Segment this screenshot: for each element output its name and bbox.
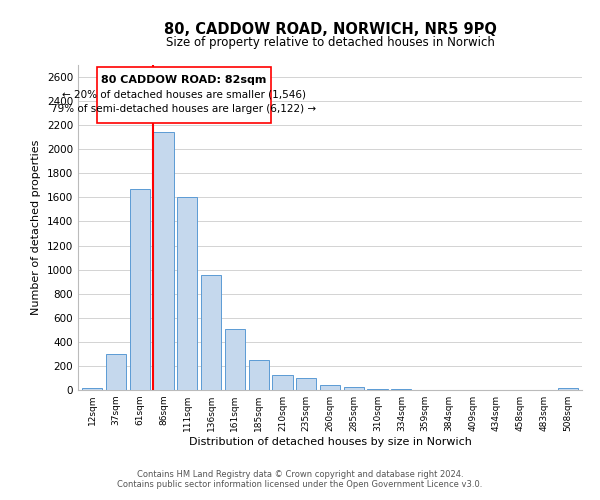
- Bar: [177, 197, 197, 390]
- Text: Size of property relative to detached houses in Norwich: Size of property relative to detached ho…: [166, 36, 494, 49]
- Bar: [557, 388, 578, 390]
- Bar: [296, 378, 316, 390]
- Bar: [248, 360, 269, 390]
- Bar: [344, 386, 364, 390]
- Text: 79% of semi-detached houses are larger (6,122) →: 79% of semi-detached houses are larger (…: [51, 104, 316, 114]
- X-axis label: Distribution of detached houses by size in Norwich: Distribution of detached houses by size …: [188, 437, 472, 447]
- Bar: [82, 388, 103, 390]
- Bar: [201, 275, 221, 390]
- Text: 80, CADDOW ROAD, NORWICH, NR5 9PQ: 80, CADDOW ROAD, NORWICH, NR5 9PQ: [164, 22, 496, 38]
- Bar: [130, 189, 150, 390]
- Text: ← 20% of detached houses are smaller (1,546): ← 20% of detached houses are smaller (1,…: [62, 90, 306, 100]
- FancyBboxPatch shape: [97, 68, 271, 123]
- Bar: [272, 375, 293, 390]
- Bar: [225, 328, 245, 390]
- Bar: [367, 389, 388, 390]
- Bar: [320, 386, 340, 390]
- Bar: [106, 354, 126, 390]
- Text: Contains HM Land Registry data © Crown copyright and database right 2024.: Contains HM Land Registry data © Crown c…: [137, 470, 463, 479]
- Y-axis label: Number of detached properties: Number of detached properties: [31, 140, 41, 315]
- Text: 80 CADDOW ROAD: 82sqm: 80 CADDOW ROAD: 82sqm: [101, 74, 266, 85]
- Bar: [154, 132, 173, 390]
- Text: Contains public sector information licensed under the Open Government Licence v3: Contains public sector information licen…: [118, 480, 482, 489]
